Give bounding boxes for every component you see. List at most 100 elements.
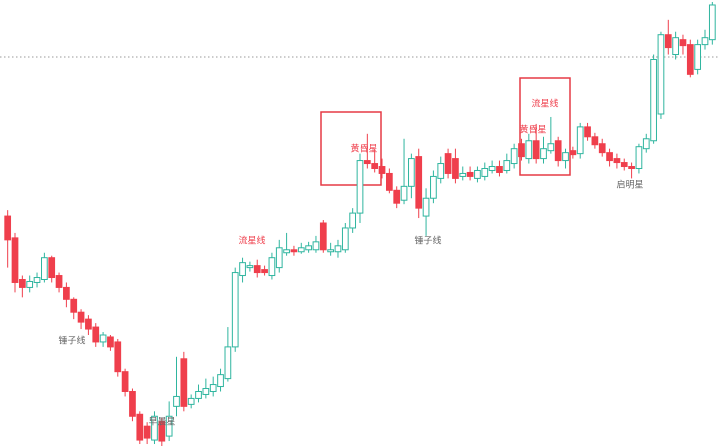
candle-body: [613, 158, 621, 164]
candle-body: [672, 37, 679, 56]
candle-body: [246, 265, 254, 269]
candle-body: [305, 245, 312, 251]
candle-body: [459, 172, 467, 177]
candle-body: [664, 34, 672, 49]
candle-body: [26, 280, 34, 288]
candle-body: [547, 143, 555, 152]
candle-body: [341, 227, 349, 251]
candle-body: [114, 341, 122, 373]
candle-body: [708, 4, 716, 41]
pattern-label: 黄昏星: [350, 143, 377, 155]
candle-body: [143, 425, 151, 439]
candle-body: [85, 318, 92, 330]
candle-body: [136, 413, 144, 441]
candle-body: [701, 37, 709, 46]
candle-body: [650, 58, 657, 142]
pattern-label: 启明星: [616, 179, 643, 191]
pattern-label: 流星线: [238, 235, 265, 247]
candle-body: [518, 143, 525, 158]
candle-body: [129, 390, 136, 417]
candle-body: [261, 269, 268, 274]
candle-body: [187, 397, 195, 405]
candle-body: [554, 140, 562, 162]
highlight-box: [519, 77, 571, 176]
candle-body: [290, 249, 298, 253]
candle-body: [503, 160, 511, 171]
candle-body: [591, 136, 599, 146]
candle-body: [275, 247, 283, 269]
candle-body: [598, 143, 606, 154]
candle-body: [569, 150, 577, 156]
candle-body: [55, 275, 63, 288]
candle-body: [385, 172, 393, 191]
candle-body: [635, 146, 643, 169]
candle-body: [488, 166, 496, 171]
candle-body: [400, 185, 408, 201]
candle-body: [297, 247, 305, 253]
candle-body: [239, 262, 246, 277]
candle-body: [319, 222, 327, 251]
candle-body: [452, 158, 459, 179]
candle-body: [422, 197, 430, 217]
candle-body: [48, 257, 56, 279]
candle-body: [151, 415, 158, 441]
pattern-label: 锤子线: [414, 235, 441, 247]
candle-body: [356, 160, 364, 214]
candle-body: [77, 311, 85, 323]
candle-body: [642, 138, 650, 150]
candle-body: [378, 166, 386, 174]
candle-body: [312, 241, 320, 251]
candle-body: [92, 326, 100, 343]
candle-body: [525, 140, 533, 160]
candle-body: [41, 257, 48, 281]
candle-body: [694, 44, 702, 70]
candle-body: [121, 371, 129, 392]
candle-body: [202, 388, 210, 395]
candle-body: [165, 415, 173, 437]
candle-body: [481, 168, 489, 177]
candle-body: [283, 249, 290, 254]
candle-body: [11, 237, 19, 283]
candle-body: [33, 277, 41, 283]
pattern-label: 黄昏星: [519, 124, 546, 136]
pattern-label: 早晨星: [148, 417, 175, 428]
candle-body: [180, 358, 188, 407]
candle-body: [99, 334, 107, 343]
candle-body: [268, 257, 276, 277]
pattern-label: 锤子线: [58, 335, 85, 347]
candle-body: [334, 245, 342, 253]
pattern-label: 流星线: [531, 98, 558, 110]
candle-body: [540, 148, 547, 160]
candle-body: [686, 44, 694, 75]
candle-body: [679, 39, 687, 47]
candle-body: [393, 189, 401, 204]
candle-body: [224, 346, 232, 380]
candle-body: [576, 126, 584, 155]
candle-body: [253, 265, 261, 274]
candle-body: [620, 162, 628, 168]
candle-body: [415, 156, 423, 209]
candle-body: [474, 169, 481, 179]
candle-body: [606, 152, 613, 162]
candle-body: [496, 166, 503, 173]
candle-body: [466, 171, 474, 177]
candle-body: [444, 153, 452, 174]
candle-body: [195, 390, 202, 399]
candle-body: [430, 175, 437, 199]
candle-body: [408, 158, 415, 187]
candle-body: [562, 152, 569, 162]
candle-body: [510, 148, 518, 165]
highlight-box: [320, 111, 382, 186]
candle-body: [70, 298, 78, 313]
candle-body: [584, 126, 591, 138]
candle-body: [327, 249, 335, 253]
candle-body: [217, 374, 224, 388]
candle-body: [209, 384, 217, 392]
candle-body: [18, 279, 26, 288]
candle-body: [4, 215, 12, 241]
candle-body: [437, 163, 445, 179]
candle-body: [231, 272, 239, 348]
candle-body: [107, 336, 114, 348]
candle-body: [628, 166, 635, 169]
